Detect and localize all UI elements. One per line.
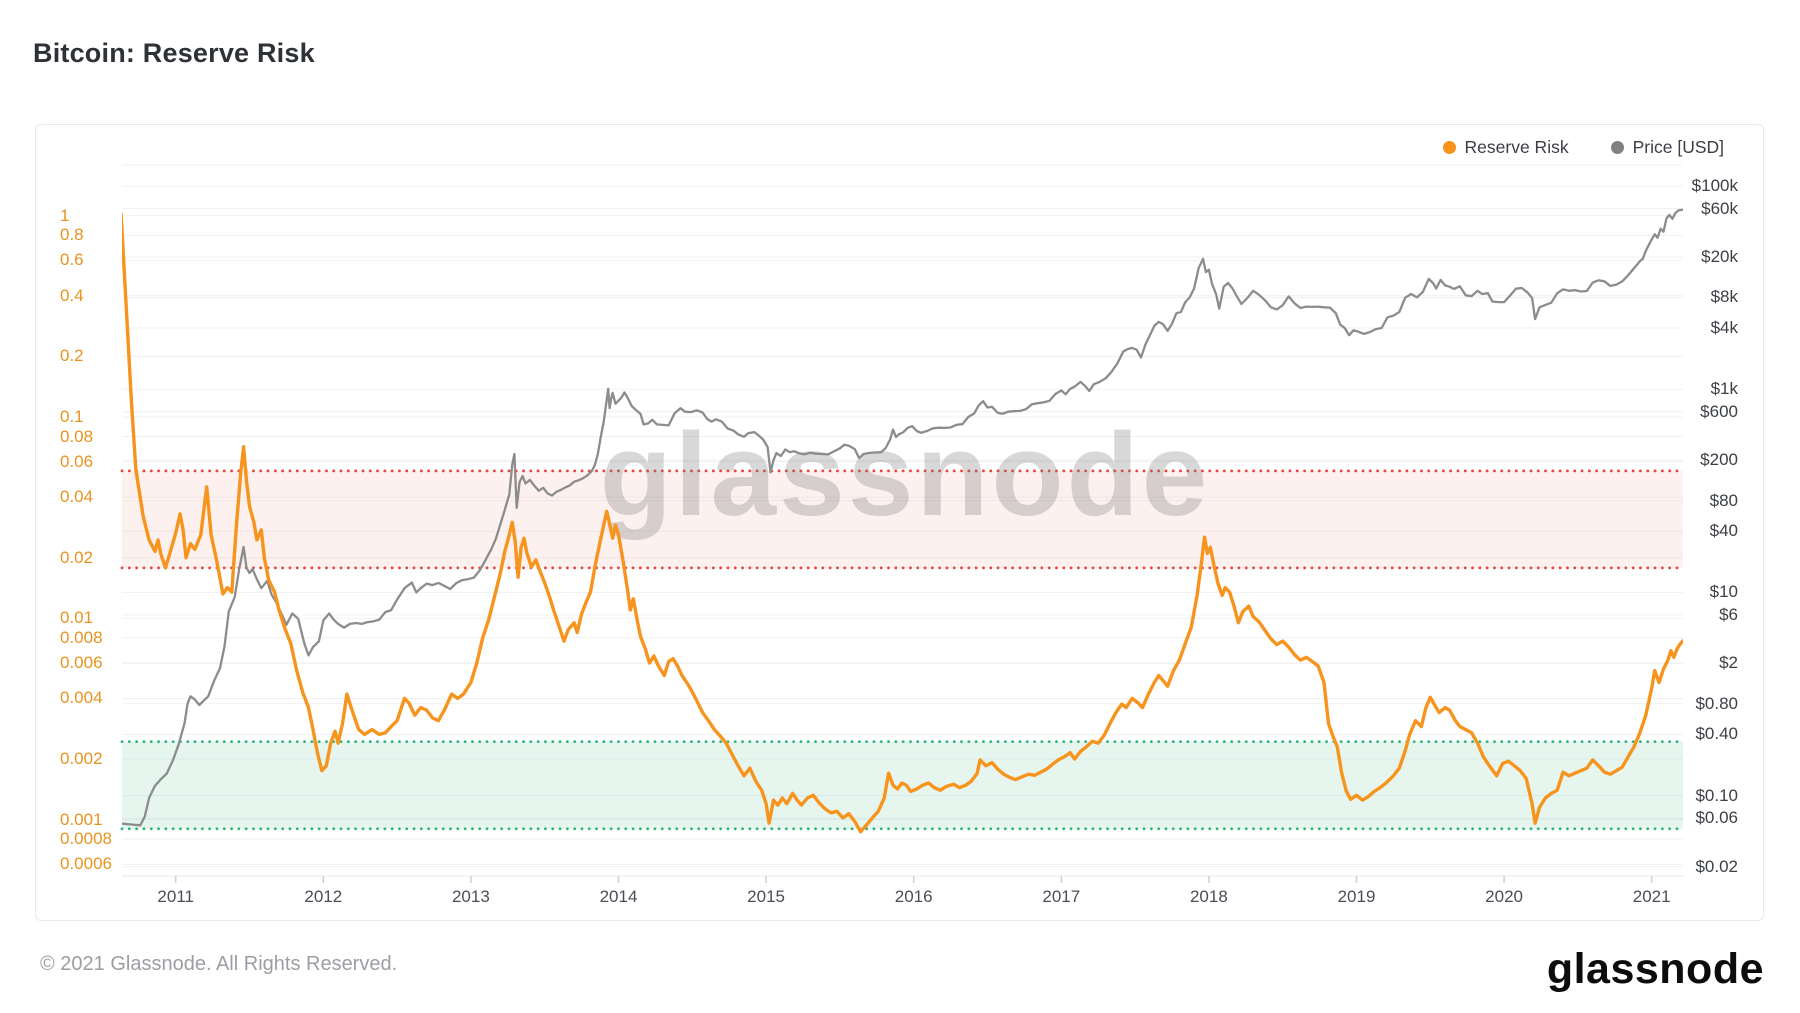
series-price-usd- — [122, 208, 1683, 827]
legend-label: Price [USD] — [1632, 137, 1724, 157]
right-axis-tick-label: $1k — [1710, 379, 1738, 399]
right-axis-tick-label: $0.80 — [1695, 693, 1738, 713]
left-axis-tick-label: 0.008 — [60, 627, 103, 647]
x-axis-tick-label: 2017 — [1042, 887, 1081, 906]
legend-label: Reserve Risk — [1464, 137, 1569, 157]
legend-item-price[interactable]: Price [USD] — [1610, 137, 1724, 158]
right-axis-tick-label: $0.06 — [1695, 808, 1738, 828]
left-axis-tick-label: 0.2 — [60, 346, 84, 366]
left-axis-tick-label: 0.004 — [60, 688, 103, 708]
x-axis-tick-label: 2011 — [157, 887, 194, 906]
series-reserve-risk — [122, 212, 1683, 834]
x-axis-tick-label: 2021 — [1632, 887, 1671, 906]
right-axis-tick-label: $100k — [1691, 176, 1738, 195]
right-axis-tick-label: $80 — [1709, 490, 1738, 510]
right-axis-tick-label: $600 — [1700, 401, 1738, 421]
watermark: glassnode — [600, 409, 1211, 541]
left-axis-tick-label: 0.08 — [60, 426, 94, 446]
x-axis-tick-label: 2019 — [1337, 887, 1376, 906]
left-axis-tick-label: 0.001 — [60, 809, 103, 829]
right-axis-tick-label: $200 — [1700, 450, 1738, 470]
page-title: Bitcoin: Reserve Risk — [33, 38, 315, 68]
right-axis-tick-label: $0.40 — [1695, 724, 1738, 744]
left-axis-tick-label: 0.04 — [60, 487, 94, 507]
left-axis-tick-label: 0.1 — [60, 407, 84, 426]
left-axis-tick-label: 0.002 — [60, 749, 103, 768]
left-axis-tick-label: 0.01 — [60, 608, 94, 628]
copyright-text: © 2021 Glassnode. All Rights Reserved. — [40, 953, 398, 975]
left-axis-tick-label: 1 — [60, 205, 70, 225]
right-axis-tick-label: $40 — [1709, 521, 1738, 541]
left-axis-tick-label: 0.06 — [60, 451, 94, 471]
x-axis-tick-label: 2014 — [599, 887, 638, 906]
left-axis-tick-label: 0.8 — [60, 225, 84, 245]
right-axis-tick-label: $8k — [1710, 287, 1738, 307]
right-axis-tick-label: $20k — [1701, 247, 1738, 266]
chart-legend: Reserve Risk Price [USD] — [1442, 137, 1724, 158]
left-axis-tick-label: 0.0008 — [60, 829, 112, 849]
left-axis-tick-label: 0.02 — [60, 547, 94, 567]
x-axis-tick-label: 2012 — [304, 887, 343, 906]
reserve-risk-dot-icon — [1442, 141, 1456, 154]
right-axis-tick-label: $10 — [1709, 582, 1738, 602]
right-axis-tick-label: $2 — [1719, 653, 1738, 673]
x-axis-tick-label: 2013 — [451, 887, 490, 906]
left-axis-tick-label: 0.6 — [60, 250, 84, 270]
left-axis-tick-label: 0.006 — [60, 653, 103, 672]
right-axis-tick-label: $4k — [1710, 318, 1738, 337]
x-axis-tick-label: 2015 — [747, 887, 785, 906]
right-axis-tick-label: $60k — [1701, 198, 1738, 218]
left-axis-tick-label: 0.4 — [60, 285, 84, 305]
x-axis-tick-label: 2018 — [1189, 887, 1228, 906]
right-axis-tick-label: $0.02 — [1695, 856, 1738, 876]
x-axis-tick-label: 2020 — [1485, 887, 1523, 906]
right-axis-tick-label: $6 — [1719, 604, 1738, 624]
glassnode-logo: glassnode — [1546, 945, 1764, 993]
legend-item-reserve-risk[interactable]: Reserve Risk — [1442, 137, 1569, 158]
price-dot-icon — [1610, 141, 1624, 154]
left-axis-tick-label: 0.0006 — [60, 854, 112, 874]
right-axis-tick-label: $0.10 — [1695, 785, 1738, 805]
x-axis-tick-label: 2016 — [894, 887, 933, 906]
